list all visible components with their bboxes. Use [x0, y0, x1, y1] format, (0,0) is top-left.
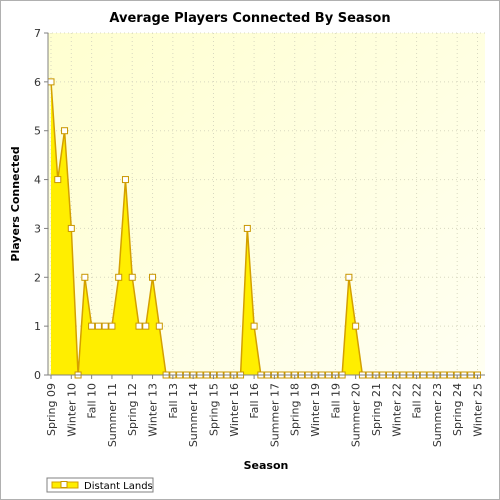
x-tick-label: Spring 24	[451, 383, 464, 436]
legend-label: Distant Lands	[84, 481, 153, 492]
y-tick-label: 5	[34, 125, 41, 138]
data-point	[54, 176, 62, 184]
x-tick-label: Spring 21	[370, 383, 383, 436]
y-axis-title: Players Connected	[9, 146, 22, 261]
y-tick-label: 6	[34, 76, 41, 89]
x-tick-label: Fall 22	[411, 383, 424, 419]
x-axis-ticks: Spring 09 Winter 10 Fall 10 Summer 11 Spring…	[45, 375, 485, 447]
y-tick-label: 3	[34, 222, 41, 235]
x-tick-label: Fall 10	[86, 383, 99, 419]
x-tick-label: Winter 25	[472, 383, 485, 437]
data-point	[142, 322, 150, 330]
x-tick-label: Spring 12	[126, 383, 139, 436]
y-tick-label: 7	[34, 27, 41, 40]
x-tick-label: Winter 22	[390, 383, 403, 437]
x-axis-title: Season	[244, 459, 289, 472]
data-point	[128, 273, 136, 281]
data-point	[121, 176, 129, 184]
x-tick-label: Summer 11	[106, 383, 119, 447]
data-point	[345, 273, 353, 281]
x-tick-label: Spring 09	[45, 383, 58, 436]
data-point	[352, 322, 360, 330]
data-point	[243, 224, 251, 232]
y-tick-label: 2	[34, 271, 41, 284]
x-tick-label: Spring 15	[207, 383, 220, 436]
x-tick-label: Winter 13	[147, 383, 160, 437]
area-fill	[51, 81, 478, 375]
y-tick-label: 0	[34, 369, 41, 382]
data-point	[135, 322, 143, 330]
x-tick-label: Summer 14	[187, 383, 200, 447]
data-point	[61, 127, 69, 135]
x-tick-label: Summer 20	[350, 383, 363, 447]
data-point	[108, 322, 116, 330]
data-point	[250, 322, 258, 330]
x-tick-label: Fall 16	[248, 383, 261, 419]
legend: Distant Lands	[46, 477, 154, 493]
x-tick-label: Winter 16	[228, 383, 241, 437]
data-point	[101, 322, 109, 330]
y-axis-ticks: 0 1 2 3 4 5 6 7	[34, 27, 48, 382]
data-point	[149, 273, 157, 281]
y-tick-label: 1	[34, 320, 41, 333]
y-tick-label: 4	[34, 174, 41, 187]
data-point	[155, 322, 163, 330]
data-point	[47, 78, 55, 86]
x-tick-label: Winter 19	[309, 383, 322, 437]
x-tick-label: Summer 17	[268, 383, 281, 447]
data-point	[81, 273, 89, 281]
x-tick-label: Winter 10	[65, 383, 78, 437]
data-point	[115, 273, 123, 281]
x-tick-label: Spring 18	[289, 383, 302, 436]
x-tick-label: Fall 13	[167, 383, 180, 419]
data-point	[67, 224, 75, 232]
data-point	[88, 322, 96, 330]
x-tick-label: Summer 23	[431, 383, 444, 447]
x-tick-label: Fall 19	[329, 383, 342, 419]
chart-title: Average Players Connected By Season	[109, 11, 390, 26]
data-point	[94, 322, 102, 330]
legend-marker	[60, 481, 68, 488]
